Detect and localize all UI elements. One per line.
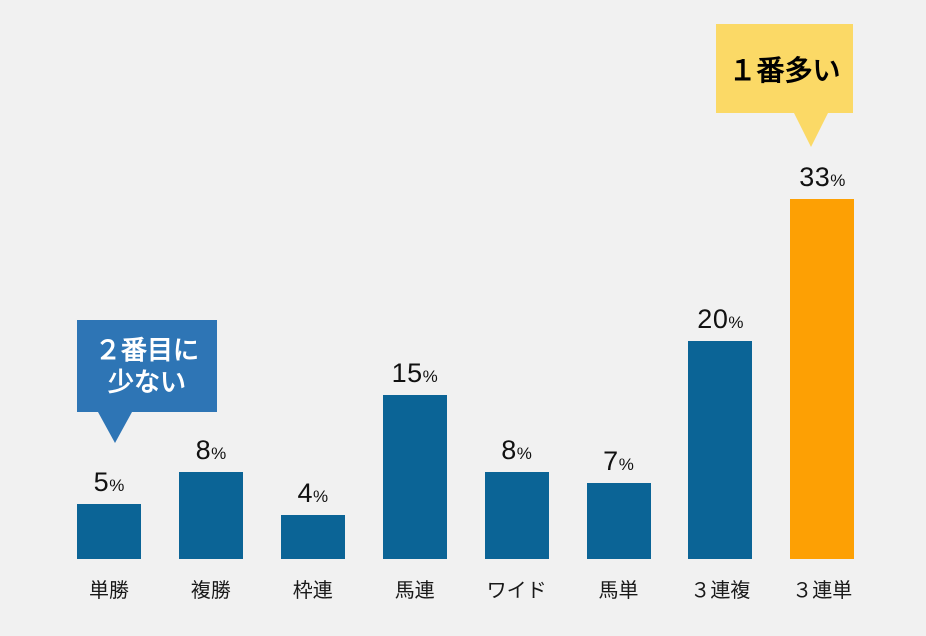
callout-pointer-down-icon xyxy=(98,412,132,443)
bar-value-label: 15% xyxy=(391,358,438,388)
bar-馬連 xyxy=(382,395,447,559)
category-label-馬連: 馬連 xyxy=(394,580,435,602)
category-label-ワイド: ワイド xyxy=(486,580,547,602)
bar-value-label: 20% xyxy=(697,304,744,334)
bar-value-label: 8% xyxy=(501,435,532,465)
bar-枠連 xyxy=(280,515,345,559)
bar-３連複 xyxy=(688,341,753,559)
callout-pointer-down-icon xyxy=(794,113,828,147)
bar-value-label: 7% xyxy=(603,446,634,476)
bar-単勝 xyxy=(77,504,141,559)
bar-value-label: 33% xyxy=(799,162,846,192)
category-label-３連複: ３連複 xyxy=(690,580,751,602)
category-label-馬単: 馬単 xyxy=(598,580,639,602)
category-label-３連単: ３連単 xyxy=(792,580,853,602)
category-label-枠連: 枠連 xyxy=(292,580,333,602)
callout-text-line: ２番目に xyxy=(94,334,199,365)
callout-most-common-text: １番多い xyxy=(728,54,841,86)
bar-３連単 xyxy=(790,199,855,559)
bar-ワイド xyxy=(484,472,549,559)
callout-second-fewest-text: ２番目に 少ない xyxy=(95,334,199,399)
category-label-複勝: 複勝 xyxy=(190,580,231,602)
callout-most-common: １番多い xyxy=(716,24,853,147)
callout-text-line: 少ない xyxy=(107,367,186,397)
bar-value-label: 4% xyxy=(297,478,329,508)
bar-value-label: 8% xyxy=(195,435,227,465)
callout-second-fewest: ２番目に 少ない xyxy=(77,320,217,443)
bar-value-label: 5% xyxy=(93,467,125,497)
bar-複勝 xyxy=(178,472,243,559)
bar-馬単 xyxy=(586,483,651,559)
category-label-単勝: 単勝 xyxy=(89,580,129,602)
